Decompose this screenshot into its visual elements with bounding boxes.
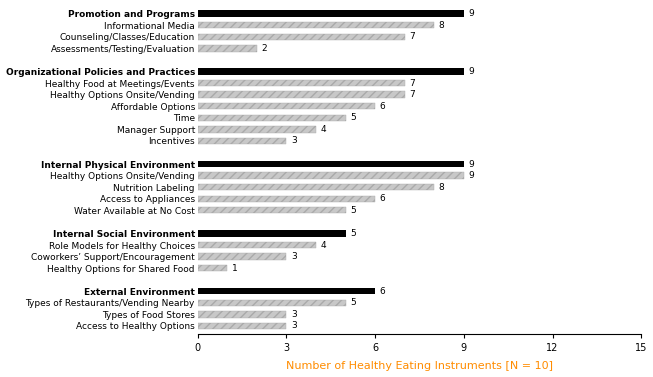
Bar: [198, 300, 345, 306]
Text: 5: 5: [350, 113, 356, 122]
Bar: [198, 184, 434, 190]
Bar: [198, 230, 345, 237]
Text: 9: 9: [468, 9, 474, 18]
Bar: [198, 161, 464, 167]
Text: 8: 8: [439, 183, 445, 192]
Bar: [198, 172, 464, 179]
Bar: [198, 68, 464, 75]
Bar: [198, 103, 375, 109]
Bar: [198, 92, 405, 98]
Bar: [198, 11, 464, 17]
Text: 5: 5: [350, 206, 356, 215]
Text: 5: 5: [350, 298, 356, 307]
Text: 9: 9: [468, 67, 474, 76]
Text: 6: 6: [379, 102, 385, 111]
Bar: [198, 126, 316, 132]
Text: 6: 6: [379, 287, 385, 296]
Text: 7: 7: [409, 90, 415, 99]
Bar: [198, 253, 287, 260]
Text: 5: 5: [350, 229, 356, 238]
Text: 1: 1: [232, 264, 238, 273]
Bar: [198, 138, 287, 144]
Bar: [198, 34, 405, 40]
Bar: [198, 265, 227, 271]
Bar: [198, 288, 375, 294]
Text: 4: 4: [321, 241, 326, 250]
Text: 2: 2: [261, 44, 267, 53]
Bar: [198, 196, 375, 202]
Text: 3: 3: [291, 136, 296, 146]
Text: 7: 7: [409, 78, 415, 87]
Text: 9: 9: [468, 171, 474, 180]
Text: 3: 3: [291, 322, 296, 331]
X-axis label: Number of Healthy Eating Instruments [N = 10]: Number of Healthy Eating Instruments [N …: [286, 362, 553, 371]
Text: 8: 8: [439, 21, 445, 30]
Bar: [198, 22, 434, 28]
Bar: [198, 323, 287, 329]
Text: 6: 6: [379, 194, 385, 203]
Text: 4: 4: [321, 125, 326, 134]
Bar: [198, 45, 257, 52]
Bar: [198, 207, 345, 213]
Text: 7: 7: [409, 32, 415, 41]
Bar: [198, 115, 345, 121]
Text: 9: 9: [468, 159, 474, 169]
Bar: [198, 242, 316, 248]
Bar: [198, 80, 405, 86]
Text: 3: 3: [291, 310, 296, 319]
Text: 3: 3: [291, 252, 296, 261]
Bar: [198, 311, 287, 317]
